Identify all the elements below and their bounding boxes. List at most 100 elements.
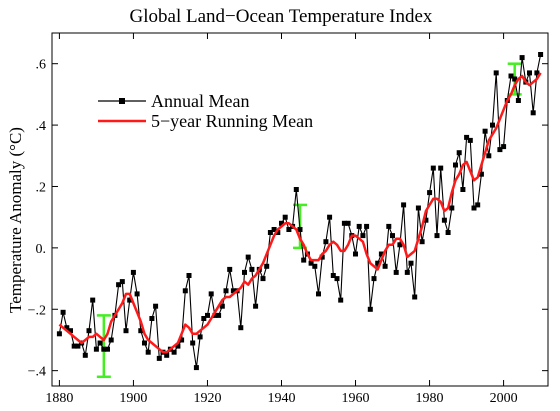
- annual-mean-point: [93, 346, 99, 352]
- annual-mean-point: [282, 214, 288, 220]
- annual-mean-point: [467, 137, 473, 143]
- annual-mean-point: [267, 230, 273, 235]
- annual-mean-point: [138, 328, 144, 334]
- x-tick-label: 1980: [416, 391, 444, 406]
- annual-mean-point: [375, 260, 381, 266]
- legend: Annual Mean 5−year Running Mean: [98, 91, 313, 131]
- annual-mean-point: [216, 312, 222, 318]
- annual-mean-point: [390, 233, 395, 239]
- annual-mean-point: [515, 98, 521, 103]
- y-tick-label: .6: [36, 58, 47, 73]
- annual-mean-point: [453, 162, 458, 168]
- annual-mean-point: [345, 220, 351, 226]
- annual-mean-point: [404, 269, 410, 275]
- annual-mean-point: [538, 52, 544, 57]
- annual-mean-point: [519, 55, 525, 61]
- annual-mean-point: [449, 205, 455, 211]
- annual-mean-point: [271, 227, 277, 232]
- annual-mean-point: [182, 288, 188, 294]
- annual-mean-point: [116, 282, 122, 288]
- x-tick-label: 1920: [193, 391, 221, 406]
- annual-mean-point: [179, 337, 185, 343]
- annual-mean-point: [145, 349, 151, 355]
- annual-mean-point: [208, 291, 214, 297]
- annual-mean-point: [219, 303, 225, 309]
- annual-mean-point: [312, 263, 318, 269]
- annual-mean-point: [401, 202, 407, 208]
- annual-mean-point: [512, 76, 518, 82]
- annual-mean-point: [475, 202, 481, 208]
- annual-mean-point: [382, 263, 388, 269]
- x-tick-label: 1900: [119, 391, 147, 406]
- annual-mean-point: [90, 297, 96, 303]
- annual-mean-point: [438, 165, 444, 171]
- annual-mean-point: [242, 269, 247, 275]
- annual-mean-point: [427, 190, 433, 196]
- annual-mean-point: [260, 276, 266, 282]
- annual-mean-point: [86, 328, 92, 334]
- annual-mean-point: [171, 349, 177, 355]
- annual-mean-point: [197, 334, 203, 340]
- annual-mean-point: [193, 365, 199, 371]
- annual-mean-point: [201, 316, 207, 321]
- annual-mean-point: [142, 340, 147, 346]
- annual-mean-point: [127, 297, 133, 303]
- y-tick-label: .2: [36, 180, 47, 195]
- annual-mean-point: [101, 346, 107, 352]
- annual-mean-point: [356, 223, 362, 229]
- annual-mean-point: [293, 187, 299, 192]
- annual-mean-point: [490, 122, 495, 128]
- annual-mean-point: [227, 266, 233, 272]
- annual-mean-point: [308, 260, 314, 266]
- annual-mean-point: [119, 279, 125, 285]
- annual-mean-point: [419, 239, 425, 245]
- annual-mean-point: [64, 325, 70, 331]
- x-tick-label: 1940: [267, 391, 295, 406]
- annual-mean-point: [338, 297, 344, 303]
- annual-mean-point: [478, 171, 484, 177]
- annual-mean-point: [134, 291, 140, 297]
- annual-mean-point: [441, 217, 447, 223]
- annual-mean-point: [423, 217, 429, 223]
- annual-mean-point: [456, 150, 462, 156]
- annual-mean-point: [205, 312, 210, 318]
- annual-mean-point: [445, 230, 451, 235]
- annual-mean-point: [56, 331, 62, 337]
- annual-mean-point: [371, 276, 377, 282]
- annual-mean-point: [530, 110, 536, 116]
- annual-mean-point: [156, 355, 162, 361]
- annual-mean-point: [149, 316, 155, 321]
- annual-mean-point: [105, 346, 110, 352]
- annual-mean-point: [223, 288, 229, 294]
- plot-frame: [51, 32, 549, 387]
- annual-mean-point: [68, 328, 73, 334]
- annual-mean-point: [60, 309, 66, 315]
- y-tick-label: .4: [36, 119, 47, 134]
- annual-mean-point: [153, 303, 159, 309]
- annual-mean-point: [164, 352, 170, 358]
- annual-mean-point: [186, 273, 192, 278]
- annual-mean-point: [482, 128, 488, 134]
- annual-mean-point: [334, 276, 340, 282]
- annual-mean-point: [527, 70, 532, 76]
- annual-mean-point: [386, 223, 392, 229]
- running-mean-series: [58, 72, 542, 354]
- annual-mean-series: [56, 52, 544, 371]
- y-tick-label: −.2: [28, 303, 46, 318]
- annual-mean-point: [434, 233, 440, 239]
- annual-mean-point: [412, 294, 418, 300]
- x-tick-label: 1880: [45, 391, 73, 406]
- annual-mean-point: [297, 227, 303, 232]
- x-tick-label: 2000: [490, 391, 518, 406]
- annual-mean-point: [286, 227, 292, 232]
- annual-mean-point: [534, 70, 540, 76]
- annual-mean-point: [430, 165, 436, 171]
- annual-mean-point: [319, 254, 325, 260]
- annual-mean-point: [486, 153, 492, 159]
- annual-mean-point: [123, 328, 129, 334]
- annual-mean-point: [493, 70, 499, 76]
- annual-mean-point: [364, 223, 370, 229]
- annual-mean-point: [353, 251, 358, 257]
- y-tick-label: 0.: [36, 242, 47, 257]
